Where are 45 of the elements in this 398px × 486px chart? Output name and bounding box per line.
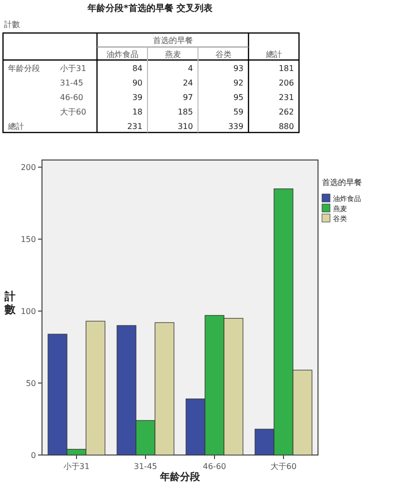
legend-title: 首选的早餐 [322,178,362,187]
text: 24 [182,78,193,88]
x-tick-label: 大于60 [270,462,297,471]
text: 首选的早餐 [152,36,193,45]
text: 185 [178,108,193,116]
text: 181 [278,64,294,73]
y-tick-label: 100 [20,307,36,316]
text: 燕麦 [164,50,181,59]
text: 18 [132,108,142,116]
text: 206 [278,78,294,88]
category-label: 31-45 [60,78,84,88]
y-tick-label: 0 [30,451,36,460]
category-label: 小于31 [60,64,86,73]
text: 計數 [4,20,20,29]
text: 39 [132,93,142,102]
y-tick-label: 200 [20,163,36,172]
text: 310 [178,122,193,131]
y-axis-title: 計數 [4,290,16,316]
text: 總計 [7,122,24,131]
text: 年龄分段 [8,64,40,73]
text: 谷类 [215,50,232,59]
text: 262 [278,108,294,116]
text: 總計 [266,50,282,59]
text: 95 [233,93,244,102]
text: 油炸食品 [106,50,138,59]
x-tick-label: 小于31 [63,462,90,471]
text: 231 [127,122,142,131]
x-tick-label: 31-45 [134,462,158,471]
x-tick-label: 46-60 [202,462,226,471]
text: 90 [132,78,142,88]
x-axis-title: 年龄分段 [159,471,201,483]
text: 4 [188,64,193,73]
text: 880 [278,122,294,131]
y-tick-label: 50 [26,379,36,388]
y-tick-label: 150 [20,235,36,244]
text: 84 [132,64,142,73]
text: 92 [233,78,244,88]
chart-title: 年龄分段*首选的早餐 交叉列表 [86,3,214,14]
text: 339 [228,122,244,131]
text: 231 [278,93,294,102]
text: 97 [182,93,193,102]
category-label: 46-60 [60,93,84,102]
category-label: 大于60 [60,108,86,116]
text: 59 [233,108,244,116]
text: 93 [233,64,244,73]
